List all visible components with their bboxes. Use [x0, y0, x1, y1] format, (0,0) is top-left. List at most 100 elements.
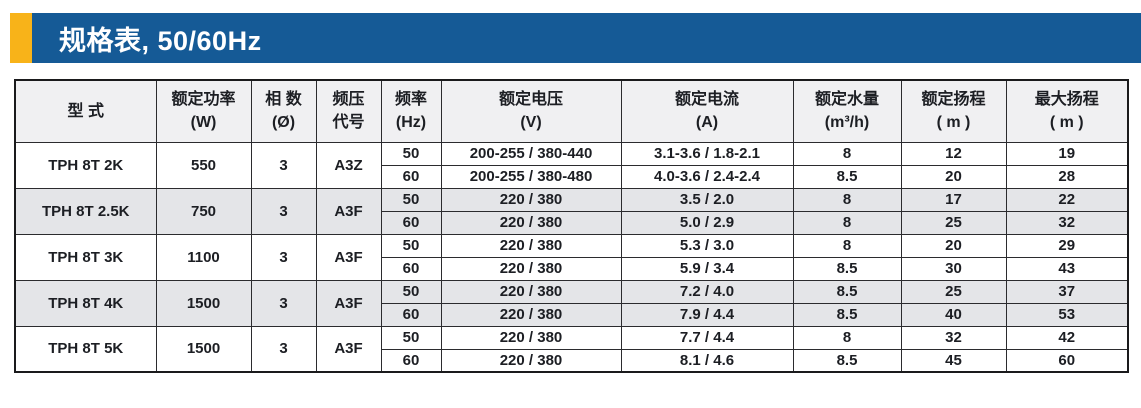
cell-rated-current: 5.0 / 2.9	[620, 210, 794, 235]
cell-max-head: 28	[1005, 164, 1129, 189]
cell-frequency: 60	[380, 256, 442, 281]
col-header-rated-flow: 额定水量 (m³/h)	[792, 79, 902, 143]
title-bar-blue: 规格表, 50/60Hz	[32, 13, 1141, 63]
col-header-phases: 相 数 (Ø)	[250, 79, 317, 143]
cell-rated-voltage: 200-255 / 380-440	[440, 141, 622, 166]
cell-rated-current: 3.5 / 2.0	[620, 187, 794, 212]
cell-rated-flow: 8	[792, 187, 902, 212]
header-row: 型 式 额定功率 (W) 相 数 (Ø) 频压 代号 频率 (Hz) 额定电压 (V) 额…	[14, 79, 1129, 143]
cell-frequency: 60	[380, 302, 442, 327]
cell-rated-current: 5.3 / 3.0	[620, 233, 794, 258]
cell-phases: 3	[250, 279, 317, 327]
cell-phases: 3	[250, 141, 317, 189]
cell-frequency: 50	[380, 325, 442, 350]
cell-rated-head: 40	[900, 302, 1007, 327]
spec-table-header: 型 式 额定功率 (W) 相 数 (Ø) 频压 代号 频率 (Hz) 额定电压 (V) 额…	[14, 79, 1129, 143]
cell-frequency: 50	[380, 279, 442, 304]
cell-rated-flow: 8.5	[792, 302, 902, 327]
cell-rated-current: 4.0-3.6 / 2.4-2.4	[620, 164, 794, 189]
cell-rated-voltage: 220 / 380	[440, 233, 622, 258]
cell-rated-flow: 8	[792, 233, 902, 258]
cell-rated-power: 550	[155, 141, 252, 189]
cell-frequency: 60	[380, 164, 442, 189]
cell-max-head: 37	[1005, 279, 1129, 304]
cell-model: TPH 8T 2.5K	[14, 187, 157, 235]
cell-model: TPH 8T 3K	[14, 233, 157, 281]
table-row: TPH 8T 5K 1500 3 A3F 50 220 / 380 7.7 / 4.4 8 32…	[14, 325, 1129, 373]
col-header-max-head: 最大扬程( m )	[1005, 79, 1129, 143]
table-row: TPH 8T 2.5K 750 3 A3F 50 220 / 380 3.5 / 2.0 8 1…	[14, 187, 1129, 235]
table-row: 60 220 / 380 8.1 / 4.6 8.5 45 60	[15, 348, 1129, 373]
cell-phases: 3	[250, 325, 317, 373]
cell-rated-head: 25	[900, 279, 1007, 304]
cell-rated-flow: 8.5	[792, 279, 902, 304]
table-row: 60 220 / 380 5.0 / 2.9 8 25 32	[15, 210, 1129, 235]
cell-rated-flow: 8	[792, 141, 902, 166]
col-header-rated-current: 额定电流 (A)	[620, 79, 794, 143]
cell-max-head: 42	[1005, 325, 1129, 350]
cell-rated-flow: 8.5	[792, 256, 902, 281]
cell-freq-voltage-code: A3Z	[315, 141, 382, 189]
cell-rated-power: 1100	[155, 233, 252, 281]
cell-max-head: 19	[1005, 141, 1129, 166]
cell-rated-voltage: 200-255 / 380-480	[440, 164, 622, 189]
cell-rated-voltage: 220 / 380	[440, 256, 622, 281]
cell-rated-head: 20	[900, 233, 1007, 258]
table-row: TPH 8T 3K 1100 3 A3F 50 220 / 380 5.3 / 3.0 8 20…	[14, 233, 1129, 281]
table-row: TPH 8T 4K 1500 3 A3F 50 220 / 380 7.2 / 4.0 8.5…	[14, 279, 1129, 327]
cell-rated-head: 20	[900, 164, 1007, 189]
cell-freq-voltage-code: A3F	[315, 279, 382, 327]
cell-rated-current: 8.1 / 4.6	[620, 348, 794, 373]
cell-phases: 3	[250, 187, 317, 235]
cell-rated-current: 7.7 / 4.4	[620, 325, 794, 350]
title-bar: 规格表, 50/60Hz	[10, 13, 1141, 63]
cell-rated-current: 5.9 / 3.4	[620, 256, 794, 281]
cell-rated-head: 12	[900, 141, 1007, 166]
cell-rated-voltage: 220 / 380	[440, 279, 622, 304]
page-title: 规格表, 50/60Hz	[59, 25, 262, 56]
cell-rated-voltage: 220 / 380	[440, 325, 622, 350]
cell-freq-voltage-code: A3F	[315, 187, 382, 235]
cell-rated-power: 1500	[155, 325, 252, 373]
col-header-freq-voltage-code: 频压 代号	[315, 79, 382, 143]
cell-frequency: 60	[380, 348, 442, 373]
cell-freq-voltage-code: A3F	[315, 325, 382, 373]
col-header-rated-voltage: 额定电压 (V)	[440, 79, 622, 143]
cell-freq-voltage-code: A3F	[315, 233, 382, 281]
table-row: 60 220 / 380 5.9 / 3.4 8.5 30 43	[15, 256, 1129, 281]
spec-table-body: TPH 8T 2K 550 3 A3Z 50 200-255 / 380-440 3.1-3…	[14, 141, 1129, 373]
cell-rated-head: 45	[900, 348, 1007, 373]
table-row: 60 200-255 / 380-480 4.0-3.6 / 2.4-2.4 8.5 2…	[15, 164, 1129, 189]
cell-model: TPH 8T 2K	[14, 141, 157, 189]
col-header-frequency: 频率 (Hz)	[380, 79, 442, 143]
col-header-model: 型 式	[14, 79, 157, 143]
cell-rated-flow: 8.5	[792, 164, 902, 189]
cell-rated-voltage: 220 / 380	[440, 187, 622, 212]
cell-max-head: 53	[1005, 302, 1129, 327]
cell-frequency: 50	[380, 187, 442, 212]
cell-model: TPH 8T 4K	[14, 279, 157, 327]
cell-rated-head: 32	[900, 325, 1007, 350]
cell-frequency: 60	[380, 210, 442, 235]
col-header-rated-power: 额定功率 (W)	[155, 79, 252, 143]
cell-max-head: 29	[1005, 233, 1129, 258]
cell-max-head: 60	[1005, 348, 1129, 373]
cell-frequency: 50	[380, 233, 442, 258]
cell-max-head: 22	[1005, 187, 1129, 212]
spec-table: 型 式 额定功率 (W) 相 数 (Ø) 频压 代号 频率 (Hz) 额定电压 (V) 额…	[14, 79, 1129, 373]
cell-rated-head: 30	[900, 256, 1007, 281]
cell-max-head: 32	[1005, 210, 1129, 235]
cell-max-head: 43	[1005, 256, 1129, 281]
cell-rated-current: 3.1-3.6 / 1.8-2.1	[620, 141, 794, 166]
cell-rated-flow: 8.5	[792, 348, 902, 373]
yellow-accent-square	[10, 13, 32, 63]
cell-rated-current: 7.9 / 4.4	[620, 302, 794, 327]
cell-rated-head: 25	[900, 210, 1007, 235]
cell-rated-flow: 8	[792, 210, 902, 235]
cell-phases: 3	[250, 233, 317, 281]
cell-rated-voltage: 220 / 380	[440, 348, 622, 373]
cell-rated-power: 1500	[155, 279, 252, 327]
cell-rated-current: 7.2 / 4.0	[620, 279, 794, 304]
cell-rated-voltage: 220 / 380	[440, 302, 622, 327]
cell-rated-flow: 8	[792, 325, 902, 350]
